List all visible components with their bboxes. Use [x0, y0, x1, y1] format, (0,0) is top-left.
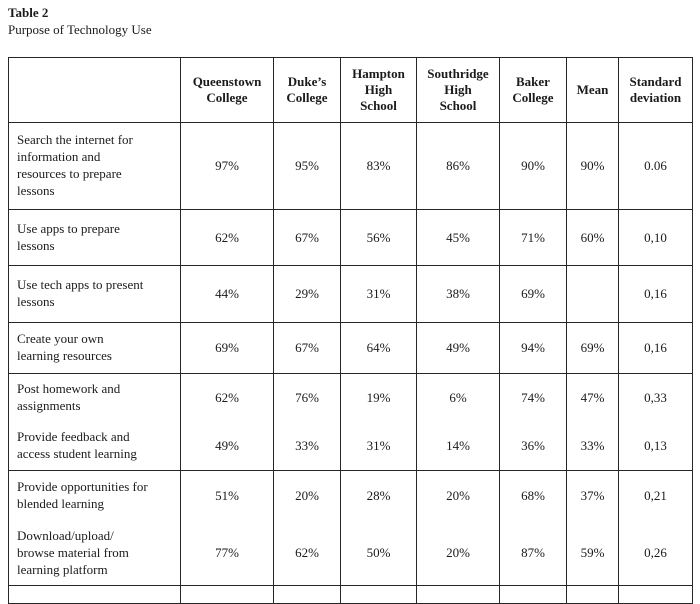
row-label: Provide opportunities for blended learni… — [8, 470, 181, 522]
table-cell: 0,26 — [618, 521, 693, 586]
table-cell: 14% — [416, 421, 500, 471]
row-label: Download/upload/ browse material from le… — [8, 521, 181, 586]
header-cell: Duke’s College — [273, 57, 341, 123]
table-cell: 97% — [180, 122, 274, 210]
table-row: Create your own learning resources 69% 67%… — [8, 322, 693, 374]
row-label: Search the internet for information and … — [8, 122, 181, 210]
table-cell: 36% — [499, 421, 567, 471]
table-cell: 33% — [566, 421, 619, 471]
table-cell: 45% — [416, 209, 500, 266]
table-cell — [566, 265, 619, 323]
table-cell: 62% — [180, 373, 274, 422]
table-cell: 60% — [566, 209, 619, 266]
table-cell: 38% — [416, 265, 500, 323]
purpose-of-technology-table: Queenstown College Duke’s College Hampton … — [8, 57, 693, 604]
row-label: Provide feedback and access student lear… — [8, 421, 181, 471]
table-cell: 76% — [273, 373, 341, 422]
table-cell: 51% — [180, 470, 274, 522]
table-cell: 62% — [180, 209, 274, 266]
table-cell: 20% — [273, 470, 341, 522]
table-cell: 47% — [566, 373, 619, 422]
table-row: Use tech apps to present lessons 44% 29% 31… — [8, 265, 693, 323]
header-cell: Mean — [566, 57, 619, 123]
row-label: Create your own learning resources — [8, 322, 181, 374]
header-cell: Baker College — [499, 57, 567, 123]
table-cell: 74% — [499, 373, 567, 422]
header-cell: Queenstown College — [180, 57, 274, 123]
table-cell: 0,10 — [618, 209, 693, 266]
table-cell: 49% — [180, 421, 274, 471]
table-cell: 90% — [499, 122, 567, 210]
table-cell: 86% — [416, 122, 500, 210]
table-cell: 62% — [273, 521, 341, 586]
table-cell: 0,21 — [618, 470, 693, 522]
table-cell: 6% — [416, 373, 500, 422]
table-cell: 33% — [273, 421, 341, 471]
table-cell: 20% — [416, 470, 500, 522]
row-label: Use tech apps to present lessons — [8, 265, 181, 323]
table-row: Provide opportunities for blended learni… — [8, 470, 693, 522]
table-cell: 29% — [273, 265, 341, 323]
table-cell: 87% — [499, 521, 567, 586]
table-cell: 37% — [566, 470, 619, 522]
table-cell: 44% — [180, 265, 274, 323]
table-cell: 20% — [416, 521, 500, 586]
table-header-row: Queenstown College Duke’s College Hampton … — [8, 57, 693, 123]
header-cell: Standard deviation — [618, 57, 693, 123]
table-cell: 56% — [340, 209, 417, 266]
table-cell: 68% — [499, 470, 567, 522]
table-cell: 59% — [566, 521, 619, 586]
header-cell: Hampton High School — [340, 57, 417, 123]
table-cell: 31% — [340, 421, 417, 471]
table-cell: 28% — [340, 470, 417, 522]
table-cell: 77% — [180, 521, 274, 586]
table-cell: 0.06 — [618, 122, 693, 210]
table-row: Provide feedback and access student lear… — [8, 421, 693, 471]
table-cell: 0,16 — [618, 265, 693, 323]
table-cell: 69% — [499, 265, 567, 323]
table-cell: 50% — [340, 521, 417, 586]
table-cell: 83% — [340, 122, 417, 210]
table-cell: 64% — [340, 322, 417, 374]
row-label: Use apps to prepare lessons — [8, 209, 181, 266]
table-cell: 19% — [340, 373, 417, 422]
table-row: Use apps to prepare lessons 62% 67% 56% 45% 7… — [8, 209, 693, 266]
table-row: Post homework and assignments 62% 76% 19% 6%… — [8, 373, 693, 422]
table-title: Table 2 — [8, 5, 49, 20]
table-cell: 69% — [180, 322, 274, 374]
row-label: Post homework and assignments — [8, 373, 181, 422]
table-row: Download/upload/ browse material from le… — [8, 521, 693, 586]
table-row-cutoff — [8, 585, 693, 604]
table-cell: 71% — [499, 209, 567, 266]
table-cell: 94% — [499, 322, 567, 374]
table-cell: 67% — [273, 209, 341, 266]
header-cell: Southridge High School — [416, 57, 500, 123]
table-cell: 0,33 — [618, 373, 693, 422]
table-cell: 31% — [340, 265, 417, 323]
table-subtitle: Purpose of Technology Use — [8, 22, 152, 37]
table-row: Search the internet for information and … — [8, 122, 693, 210]
table-cell: 49% — [416, 322, 500, 374]
table-cell: 90% — [566, 122, 619, 210]
table-cell: 0,16 — [618, 322, 693, 374]
table-cell: 95% — [273, 122, 341, 210]
table-cell-cutoff — [618, 585, 693, 604]
header-cell-empty — [8, 57, 181, 123]
table-cell: 67% — [273, 322, 341, 374]
table-cell: 0,13 — [618, 421, 693, 471]
table-cell: 69% — [566, 322, 619, 374]
